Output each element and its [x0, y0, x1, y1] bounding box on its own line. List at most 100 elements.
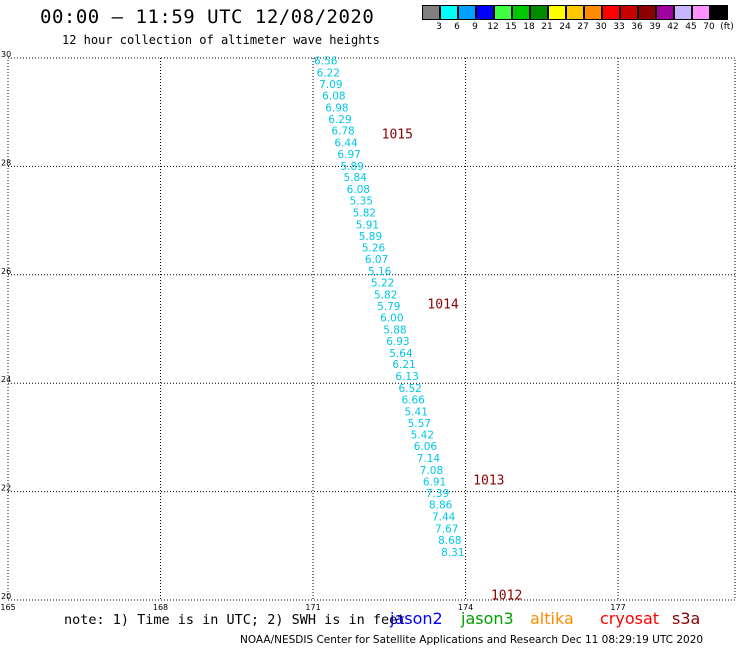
- latitude-tick-label: 24: [1, 375, 11, 384]
- scale-swatch: [674, 5, 692, 20]
- latitude-tick-label: 28: [1, 158, 11, 167]
- pressure-labels: 1015 1014 1013 1012: [382, 127, 523, 603]
- wave-height-value: 5.82: [353, 207, 376, 219]
- wave-height-value: 8.86: [429, 500, 453, 512]
- wave-height-value: 6.29: [328, 114, 351, 126]
- axis-ticks: 30 28 26 24 22 20 165 168 171 174 177: [0, 50, 625, 612]
- scale-swatch: [566, 5, 584, 20]
- scale-swatch: [638, 5, 656, 20]
- pressure-value: 1015: [382, 127, 413, 142]
- scale-swatch-label: 30: [595, 22, 607, 32]
- wave-height-value: 5.88: [383, 325, 406, 337]
- wave-height-value: 5.89: [340, 161, 363, 173]
- footer-note: note: 1) Time is in UTC; 2) SWH is in fe…: [64, 612, 406, 628]
- pressure-value: 1012: [491, 589, 522, 604]
- wave-height-observations: 6.566.227.096.086.986.296.786.446.975.89…: [314, 56, 464, 559]
- scale-swatch-label: 33: [613, 22, 625, 32]
- scale-swatch: [692, 5, 710, 20]
- scale-swatch: [584, 5, 602, 20]
- scale-swatch: [476, 5, 494, 20]
- wave-height-value: 6.91: [423, 476, 446, 488]
- scale-swatch-label: 18: [523, 22, 535, 32]
- wave-height-value: 6.06: [414, 441, 438, 453]
- wave-height-value: 7.67: [435, 523, 458, 535]
- scale-swatch: [440, 5, 458, 20]
- scale-swatch-label: 45: [685, 22, 697, 32]
- page-title: 00:00 – 11:59 UTC 12/08/2020: [40, 6, 375, 28]
- scale-swatch: [422, 5, 440, 20]
- scale-swatch-label: 24: [559, 22, 571, 32]
- wave-height-value: 6.08: [347, 184, 370, 196]
- page-subtitle: 12 hour collection of altimeter wave hei…: [62, 33, 380, 47]
- longitude-tick-label: 165: [0, 603, 15, 612]
- scale-swatch-label: 12: [487, 22, 499, 32]
- wave-height-value: 6.22: [317, 68, 340, 80]
- wave-height-value: 5.64: [389, 348, 413, 360]
- scale-swatch-label: 39: [649, 22, 661, 32]
- latitude-tick-label: 30: [1, 50, 11, 59]
- satellite-name: jason2: [390, 609, 443, 628]
- satellite-name: altika: [530, 609, 574, 628]
- wave-height-value: 6.56: [314, 56, 338, 68]
- wave-height-value: 6.21: [392, 359, 415, 371]
- wave-height-value: 6.98: [325, 102, 348, 114]
- wave-height-value: 7.09: [319, 79, 342, 91]
- satellite-name: s3a: [672, 609, 701, 628]
- wave-height-value: 6.52: [398, 383, 421, 395]
- longitude-tick-label: 168: [153, 603, 168, 612]
- wave-height-value: 8.68: [438, 535, 461, 547]
- wave-height-value: 5.91: [356, 219, 379, 231]
- wave-height-value: 6.93: [386, 336, 409, 348]
- wave-height-value: 6.66: [401, 394, 425, 406]
- wave-height-value: 5.16: [368, 266, 392, 278]
- wave-height-value: 7.44: [432, 512, 456, 524]
- scale-swatch: [656, 5, 674, 20]
- wave-height-value: 6.07: [365, 254, 388, 266]
- satellite-name: cryosat: [600, 609, 660, 628]
- scale-swatch: [458, 5, 476, 20]
- longitude-tick-label: 171: [305, 603, 320, 612]
- wave-height-value: 5.82: [374, 289, 397, 301]
- credit-line: NOAA/NESDIS Center for Satellite Applica…: [240, 634, 704, 646]
- wave-height-value: 5.79: [377, 301, 400, 313]
- wave-height-value: 7.14: [417, 453, 441, 465]
- longitude-tick-label: 174: [458, 603, 473, 612]
- scale-swatch-label: 6: [454, 22, 460, 32]
- wave-height-value: 6.97: [337, 149, 360, 161]
- wave-height-value: 5.41: [405, 406, 428, 418]
- scale-swatch-label: 42: [667, 22, 679, 32]
- latitude-tick-label: 22: [1, 484, 11, 493]
- wave-height-value: 6.78: [331, 126, 354, 138]
- wave-height-value: 8.31: [441, 547, 464, 559]
- scale-swatch-label: 27: [577, 22, 589, 32]
- wave-height-value: 5.22: [371, 277, 394, 289]
- pressure-value: 1014: [427, 298, 458, 313]
- pressure-value: 1013: [473, 474, 504, 489]
- latitude-tick-label: 26: [1, 267, 11, 276]
- scale-swatch: [710, 5, 728, 20]
- wave-height-value: 5.89: [359, 231, 382, 243]
- scale-swatch-label: 21: [541, 22, 553, 32]
- wave-height-value: 5.35: [350, 196, 373, 208]
- scale-swatch-label: 9: [472, 22, 478, 32]
- wave-height-value: 7.39: [426, 488, 449, 500]
- scale-swatch: [512, 5, 530, 20]
- wave-height-value: 6.00: [380, 313, 403, 325]
- scale-swatch: [602, 5, 620, 20]
- graticule: [7, 57, 736, 601]
- scale-swatch: [548, 5, 566, 20]
- latitude-tick-label: 20: [1, 592, 11, 601]
- wave-height-value: 6.13: [395, 371, 418, 383]
- scale-swatch-label: 15: [505, 22, 517, 32]
- scale-swatch-label: 36: [631, 22, 643, 32]
- scale-swatch-label: (ft): [720, 22, 734, 32]
- wave-height-value: 5.42: [411, 430, 434, 442]
- map-frame: [7, 57, 736, 601]
- scale-swatch-label: 3: [436, 22, 442, 32]
- satellite-name: jason3: [461, 609, 514, 628]
- scale-swatch-label: 70: [703, 22, 715, 32]
- longitude-tick-label: 177: [610, 603, 625, 612]
- wave-height-value: 5.84: [344, 172, 368, 184]
- scale-swatch: [494, 5, 512, 20]
